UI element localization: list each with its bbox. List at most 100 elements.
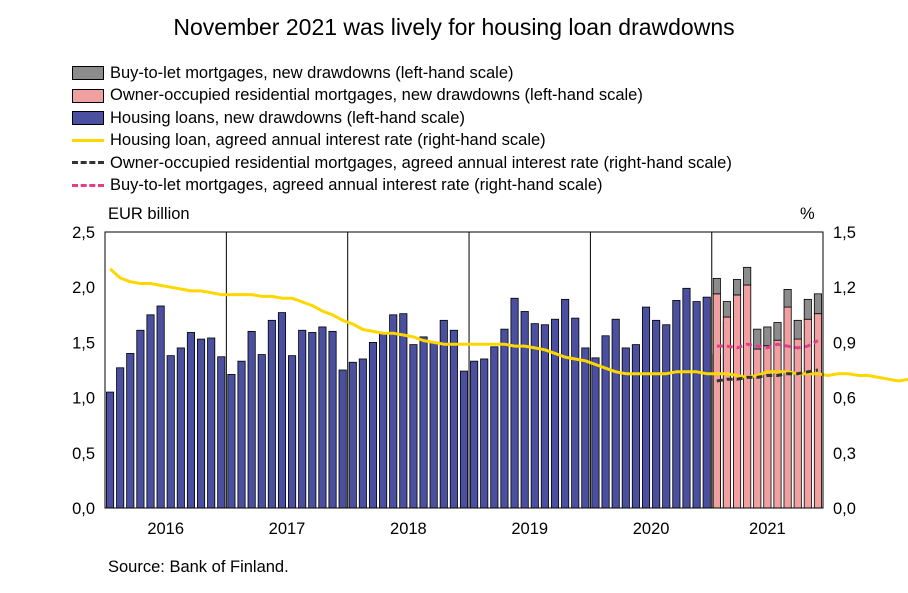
- bar-buy-to-let: [803, 298, 812, 320]
- bar-housing-loans: [358, 358, 367, 509]
- bar-owner-occupied: [753, 348, 762, 509]
- bar-housing-loans: [328, 330, 337, 509]
- bar-housing-loans: [591, 357, 600, 509]
- bar-housing-loans: [389, 314, 398, 509]
- legend-label-housing-rate: Housing loan, agreed annual interest rat…: [110, 131, 546, 150]
- legend-swatch-btl-rate: [72, 179, 104, 193]
- bar-housing-loans: [136, 329, 145, 509]
- bar-buy-to-let: [733, 279, 742, 296]
- bar-owner-occupied: [763, 345, 772, 509]
- bar-buy-to-let: [783, 289, 792, 308]
- legend-label-btl-drawdowns: Buy-to-let mortgages, new drawdowns (lef…: [110, 63, 514, 82]
- bar-housing-loans: [490, 346, 499, 509]
- bar-housing-loans: [318, 326, 327, 509]
- bar-owner-occupied: [733, 294, 742, 509]
- x-tick-label-2018: 2018: [390, 520, 427, 538]
- bar-housing-loans: [530, 323, 539, 509]
- bar-buy-to-let: [753, 328, 762, 350]
- legend-label-owner-drawdowns: Owner-occupied residential mortgages, ne…: [110, 86, 643, 105]
- bar-housing-loans: [692, 301, 701, 509]
- plot-frame: [104, 231, 824, 509]
- right-tick-label: 0,6: [833, 390, 856, 408]
- bar-housing-loans: [207, 337, 216, 509]
- right-tick-label: 1,5: [833, 224, 856, 242]
- legend-item-owner-drawdowns: Owner-occupied residential mortgages, ne…: [72, 85, 732, 108]
- legend-label-owner-rate: Owner-occupied residential mortgages, ag…: [110, 153, 732, 172]
- bar-buy-to-let: [793, 319, 802, 340]
- bar-housing-loans: [641, 306, 651, 509]
- x-tick-label-2019: 2019: [511, 520, 548, 538]
- bar-housing-loans: [561, 298, 570, 509]
- bar-housing-loans: [459, 370, 469, 509]
- bar-housing-loans: [601, 335, 610, 509]
- legend-swatch-housing-drawdowns: [72, 111, 104, 126]
- bar-housing-loans: [146, 314, 155, 509]
- bar-housing-loans: [571, 317, 580, 509]
- bar-housing-loans: [672, 300, 681, 509]
- left-tick-label: 2,5: [72, 224, 95, 242]
- bar-owner-occupied: [793, 338, 802, 509]
- left-tick-label: 1,0: [72, 390, 95, 408]
- bar-housing-loans: [419, 336, 428, 509]
- bar-housing-loans: [409, 344, 418, 509]
- bar-housing-loans: [682, 287, 691, 509]
- bar-housing-loans: [470, 360, 479, 509]
- bar-housing-loans: [257, 354, 266, 509]
- bar-housing-loans: [348, 361, 357, 509]
- left-tick-label: 1,5: [72, 334, 95, 352]
- bar-owner-occupied: [743, 284, 752, 509]
- bar-housing-loans: [510, 297, 519, 509]
- bar-housing-loans: [267, 319, 276, 509]
- bar-owner-occupied: [773, 339, 782, 509]
- left-tick-label: 0,5: [72, 445, 95, 463]
- bar-housing-loans: [429, 341, 438, 509]
- right-tick-label: 0,3: [833, 445, 856, 463]
- line-layer: [109, 267, 908, 383]
- bar-buy-to-let: [743, 266, 752, 286]
- bar-housing-loans: [581, 347, 590, 509]
- bar-housing-loans: [106, 391, 115, 509]
- legend-swatch-owner-rate: [72, 156, 104, 170]
- bar-housing-loans: [156, 305, 165, 509]
- x-tick-label-2017: 2017: [269, 520, 306, 538]
- legend: Buy-to-let mortgages, new drawdowns (lef…: [72, 62, 732, 197]
- bar-housing-loans: [166, 355, 175, 509]
- bar-owner-occupied: [783, 306, 792, 509]
- legend-item-housing-drawdowns: Housing loans, new drawdowns (left-hand …: [72, 107, 732, 130]
- right-tick-label: 0,9: [833, 334, 856, 352]
- bar-housing-loans: [116, 367, 125, 509]
- bar-housing-loans: [520, 311, 529, 509]
- bar-housing-loans: [227, 374, 236, 509]
- right-tick-label: 1,2: [833, 279, 856, 297]
- bar-layer: [106, 266, 822, 509]
- bar-housing-loans: [308, 332, 317, 509]
- left-axis-unit: EUR billion: [108, 205, 190, 223]
- bar-housing-loans: [631, 344, 640, 509]
- bar-housing-loans: [186, 332, 195, 509]
- bar-housing-loans: [368, 341, 378, 509]
- bar-housing-loans: [702, 296, 711, 509]
- left-tick-label: 0,0: [72, 500, 95, 518]
- legend-item-housing-rate: Housing loan, agreed annual interest rat…: [72, 130, 732, 153]
- tick-labels: 2016 2017 2018 2019 2020 2021 0,0 0,5 1,0 1,5 2,0 2…: [72, 224, 856, 538]
- bar-housing-loans: [662, 324, 671, 509]
- bar-housing-loans: [439, 319, 448, 509]
- bar-housing-loans: [449, 329, 458, 509]
- line-btl-rate: [716, 339, 819, 350]
- bar-housing-loans: [126, 353, 135, 509]
- x-tick-label-2021: 2021: [749, 520, 786, 538]
- x-tick-label-2016: 2016: [147, 520, 184, 538]
- bar-buy-to-let: [813, 293, 822, 315]
- bar-housing-loans: [379, 333, 388, 509]
- legend-item-owner-rate: Owner-occupied residential mortgages, ag…: [72, 152, 732, 175]
- bar-housing-loans: [500, 328, 509, 509]
- legend-swatch-housing-rate: [72, 134, 104, 148]
- bar-housing-loans: [277, 312, 287, 509]
- bar-housing-loans: [237, 360, 246, 509]
- bar-buy-to-let: [722, 301, 731, 318]
- line-housing-rate: [109, 267, 908, 383]
- legend-swatch-owner-drawdowns: [72, 88, 104, 103]
- x-tick-label-2020: 2020: [633, 520, 670, 538]
- bar-housing-loans: [288, 355, 297, 509]
